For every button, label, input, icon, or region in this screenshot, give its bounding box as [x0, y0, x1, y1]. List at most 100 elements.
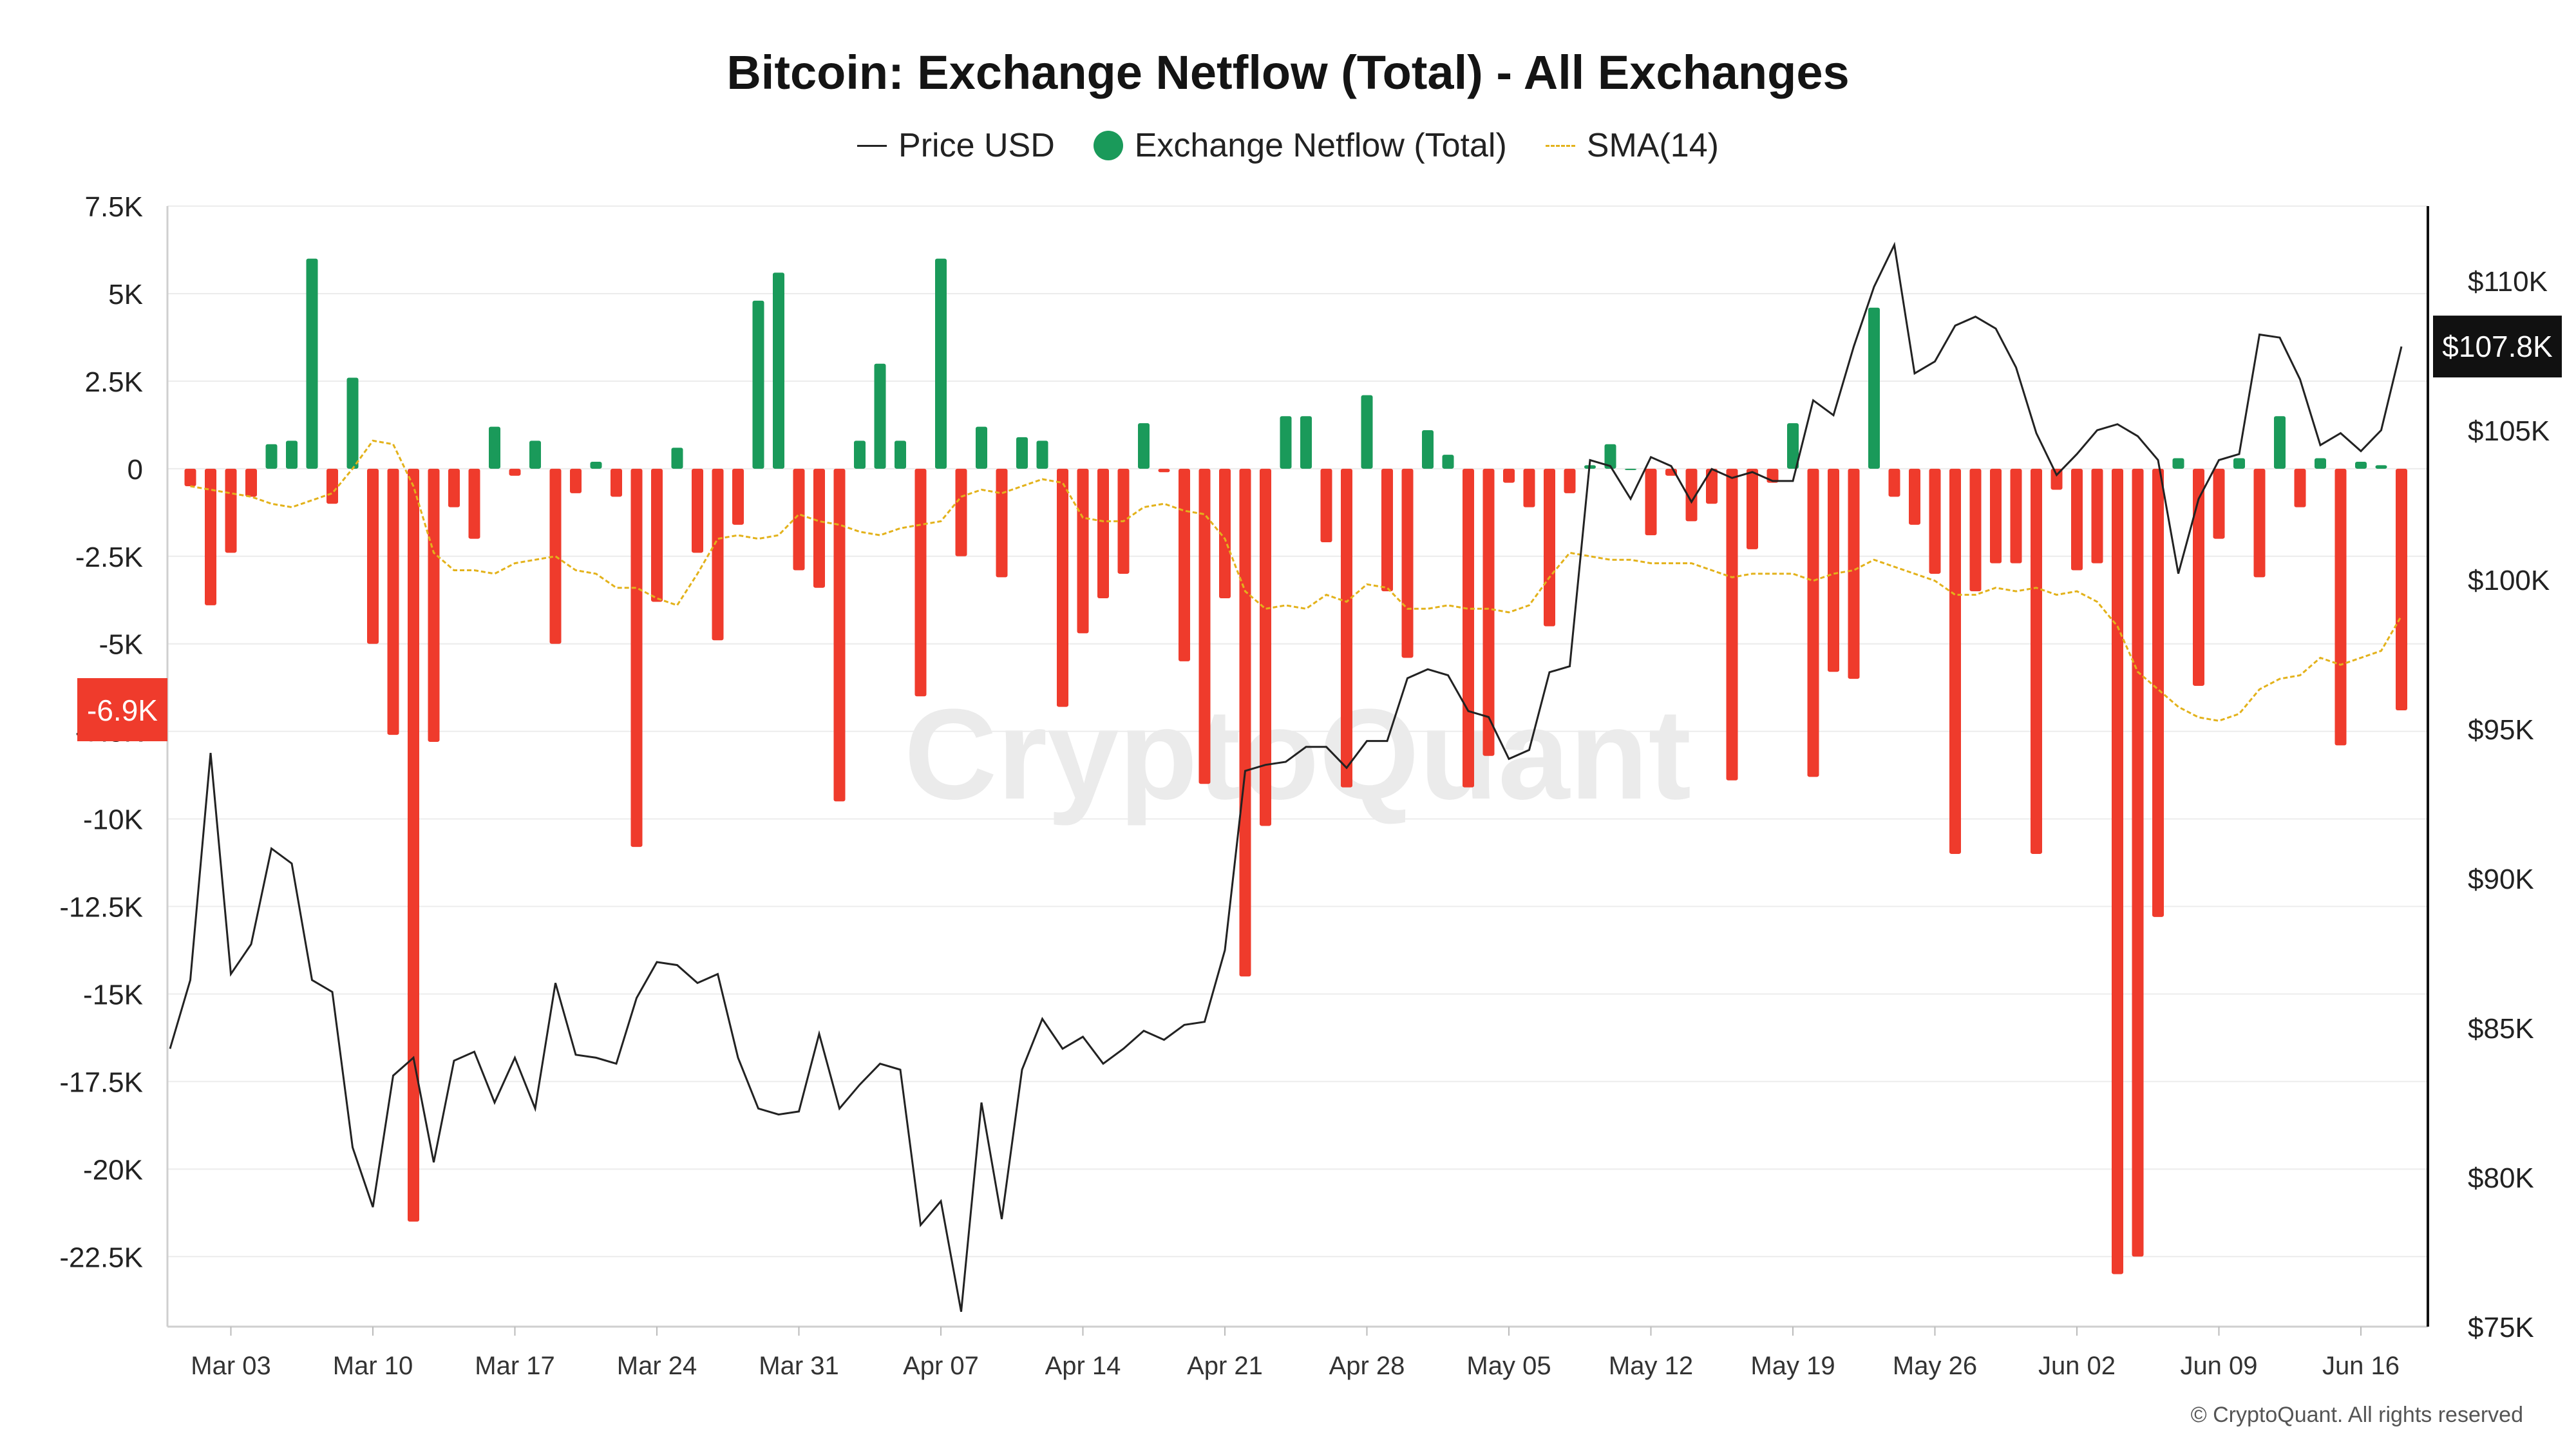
netflow-bar [1036, 440, 1048, 469]
netflow-bar [346, 377, 359, 469]
price-line [169, 242, 2403, 1312]
netflow-bar [570, 468, 582, 493]
netflow-bar [2193, 468, 2204, 686]
netflow-bar [935, 258, 947, 469]
netflow-bar [2172, 458, 2184, 469]
netflow-bar [1341, 468, 1352, 788]
x-tick-label: May 26 [1893, 1352, 1977, 1380]
netflow-bar [1401, 468, 1414, 658]
netflow-bar [327, 468, 338, 504]
netflow-bar [773, 272, 784, 469]
netflow-bar [448, 468, 460, 507]
netflow-bar [1969, 468, 1982, 592]
netflow-bar [1706, 468, 1718, 504]
netflow-bar [854, 440, 866, 469]
netflow-bar [955, 468, 967, 556]
y-right-tick-label: $95K [2468, 714, 2534, 746]
netflow-bar [1077, 468, 1089, 634]
netflow-bar [245, 468, 257, 497]
netflow-bar [833, 468, 846, 802]
legend-item-netflow[interactable]: Exchange Netflow (Total) [1093, 126, 1507, 165]
y-right-tick-label: $105K [2468, 415, 2550, 447]
netflow-bar [1422, 430, 1434, 469]
netflow-bar [976, 426, 987, 469]
netflow-bar [2355, 461, 2367, 469]
netflow-bar [611, 468, 622, 497]
netflow-bar [1198, 468, 1211, 784]
netflow-bar [2010, 468, 2022, 564]
x-tick-label: Mar 31 [759, 1352, 839, 1380]
netflow-bar [367, 468, 379, 644]
legend-label-sma: SMA(14) [1586, 127, 1719, 164]
chart-title: Bitcoin: Exchange Netflow (Total) - All … [726, 46, 1850, 99]
legend-swatch-price [857, 144, 887, 147]
netflow-bar [408, 468, 419, 1222]
netflow-bar [1442, 455, 1454, 469]
x-tick-label: May 12 [1609, 1352, 1693, 1380]
netflow-bar [630, 468, 643, 848]
watermark: CryptoQuant [904, 683, 1691, 826]
y-left-tick-label: -22.5K [59, 1242, 143, 1273]
netflow-bar [2274, 416, 2286, 469]
netflow-bar [1888, 468, 1900, 497]
netflow-bar [895, 440, 906, 469]
netflow-bar [1482, 468, 1495, 756]
netflow-bars [184, 258, 2407, 1274]
legend-item-sma[interactable]: SMA(14) [1545, 126, 1719, 165]
netflow-bar [1381, 468, 1393, 592]
y-left-tick-label: 7.5K [84, 191, 143, 223]
current-price-label: $107.8K [2442, 330, 2553, 363]
y-left-tick-label: -10K [83, 804, 143, 836]
netflow-bar [1320, 468, 1332, 542]
legend-item-price[interactable]: Price USD [857, 126, 1055, 165]
x-tick-label: May 05 [1466, 1352, 1551, 1380]
netflow-bar [468, 468, 480, 539]
netflow-bar [1604, 444, 1616, 469]
grid-lines [167, 205, 2428, 1258]
x-tick-label: Mar 17 [475, 1352, 555, 1380]
netflow-bar [2375, 465, 2387, 469]
netflow-bar [1828, 468, 1839, 672]
netflow-bar [1057, 468, 1068, 707]
y-right-tick-label: $90K [2468, 864, 2534, 895]
netflow-bar [1260, 468, 1271, 826]
legend-label-price: Price USD [898, 127, 1055, 164]
netflow-bar [2253, 468, 2266, 578]
netflow-bar [732, 468, 744, 525]
netflow-bar [2031, 468, 2042, 854]
netflow-bar [1909, 468, 1920, 525]
x-tick-label: Apr 07 [903, 1352, 979, 1380]
netflow-bar [1158, 468, 1170, 473]
netflow-bar [712, 468, 724, 641]
x-tick-label: Apr 21 [1187, 1352, 1263, 1380]
netflow-bar [529, 440, 541, 469]
netflow-bar [1807, 468, 1819, 777]
current-price-badge [2433, 316, 2562, 378]
y-right-tick-label: $100K [2468, 565, 2550, 596]
current-netflow-label: -6.9K [87, 694, 158, 727]
y-left-tick-label: -15K [83, 979, 143, 1010]
netflow-bar [2213, 468, 2225, 539]
netflow-bar [1179, 468, 1190, 661]
netflow-bar [1747, 468, 1758, 549]
netflow-bar [2112, 468, 2123, 1274]
y-left-tick-label: -5K [99, 629, 143, 661]
netflow-bar [793, 468, 805, 571]
netflow-bar [874, 363, 886, 469]
netflow-bar [2315, 458, 2326, 469]
netflow-bar [1625, 468, 1636, 470]
x-tick-label: Mar 10 [333, 1352, 413, 1380]
netflow-bar [1016, 437, 1028, 469]
netflow-bar [306, 258, 318, 469]
netflow-bar [671, 448, 683, 469]
netflow-bar [2091, 468, 2103, 564]
netflow-bar [2071, 468, 2083, 571]
y-left-tick-label: -12.5K [59, 892, 143, 923]
netflow-bar [1463, 468, 1474, 788]
legend-swatch-netflow [1093, 131, 1123, 160]
netflow-bar [692, 468, 703, 553]
y-right-tick-label: $80K [2468, 1162, 2534, 1194]
netflow-bar [2334, 468, 2347, 746]
netflow-bar [184, 468, 196, 486]
y-right-tick-label: $110K [2468, 266, 2548, 298]
